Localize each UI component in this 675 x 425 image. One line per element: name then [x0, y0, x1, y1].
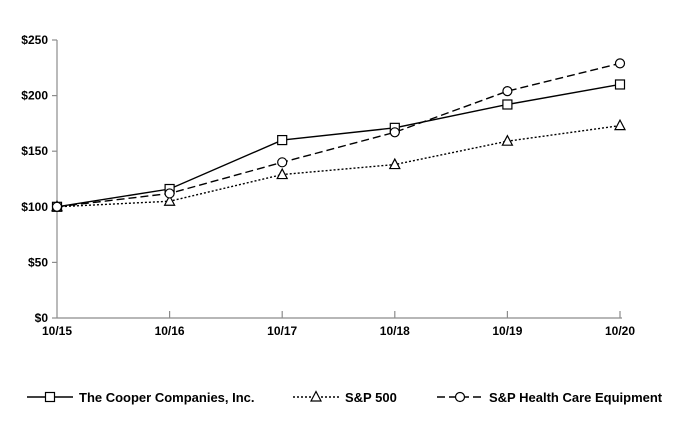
svg-text:$150: $150 — [21, 144, 48, 158]
circle-series-legend-icon — [437, 391, 483, 403]
legend-label: The Cooper Companies, Inc. — [79, 389, 255, 405]
legend-label: S&P 500 — [345, 389, 397, 405]
square-series-legend-icon — [27, 391, 73, 403]
svg-text:$100: $100 — [21, 200, 48, 214]
svg-text:10/16: 10/16 — [155, 324, 185, 338]
plot-area: $0 $50 $100 $150 $200 $250 10/15 10/16 10/17 10/1… — [21, 33, 635, 338]
svg-text:10/17: 10/17 — [267, 324, 297, 338]
legend-label: S&P Health Care Equipment — [489, 389, 663, 405]
chart-legend: The Cooper Companies, Inc. S&P 500 S&P H… — [0, 386, 675, 412]
svg-text:10/19: 10/19 — [492, 324, 522, 338]
svg-text:10/15: 10/15 — [42, 324, 72, 338]
legend-item-sp-health-care-equipment: S&P Health Care Equipment — [437, 386, 662, 408]
svg-text:$250: $250 — [21, 33, 48, 47]
svg-text:$50: $50 — [28, 255, 48, 269]
svg-text:$0: $0 — [35, 311, 49, 325]
triangle-series-legend-icon — [293, 390, 339, 402]
svg-text:10/20: 10/20 — [605, 324, 635, 338]
svg-text:$200: $200 — [21, 89, 48, 103]
legend-item-cooper-companies: The Cooper Companies, Inc. — [27, 386, 255, 408]
legend-item-sp500: S&P 500 — [293, 386, 397, 408]
svg-text:10/18: 10/18 — [380, 324, 410, 338]
